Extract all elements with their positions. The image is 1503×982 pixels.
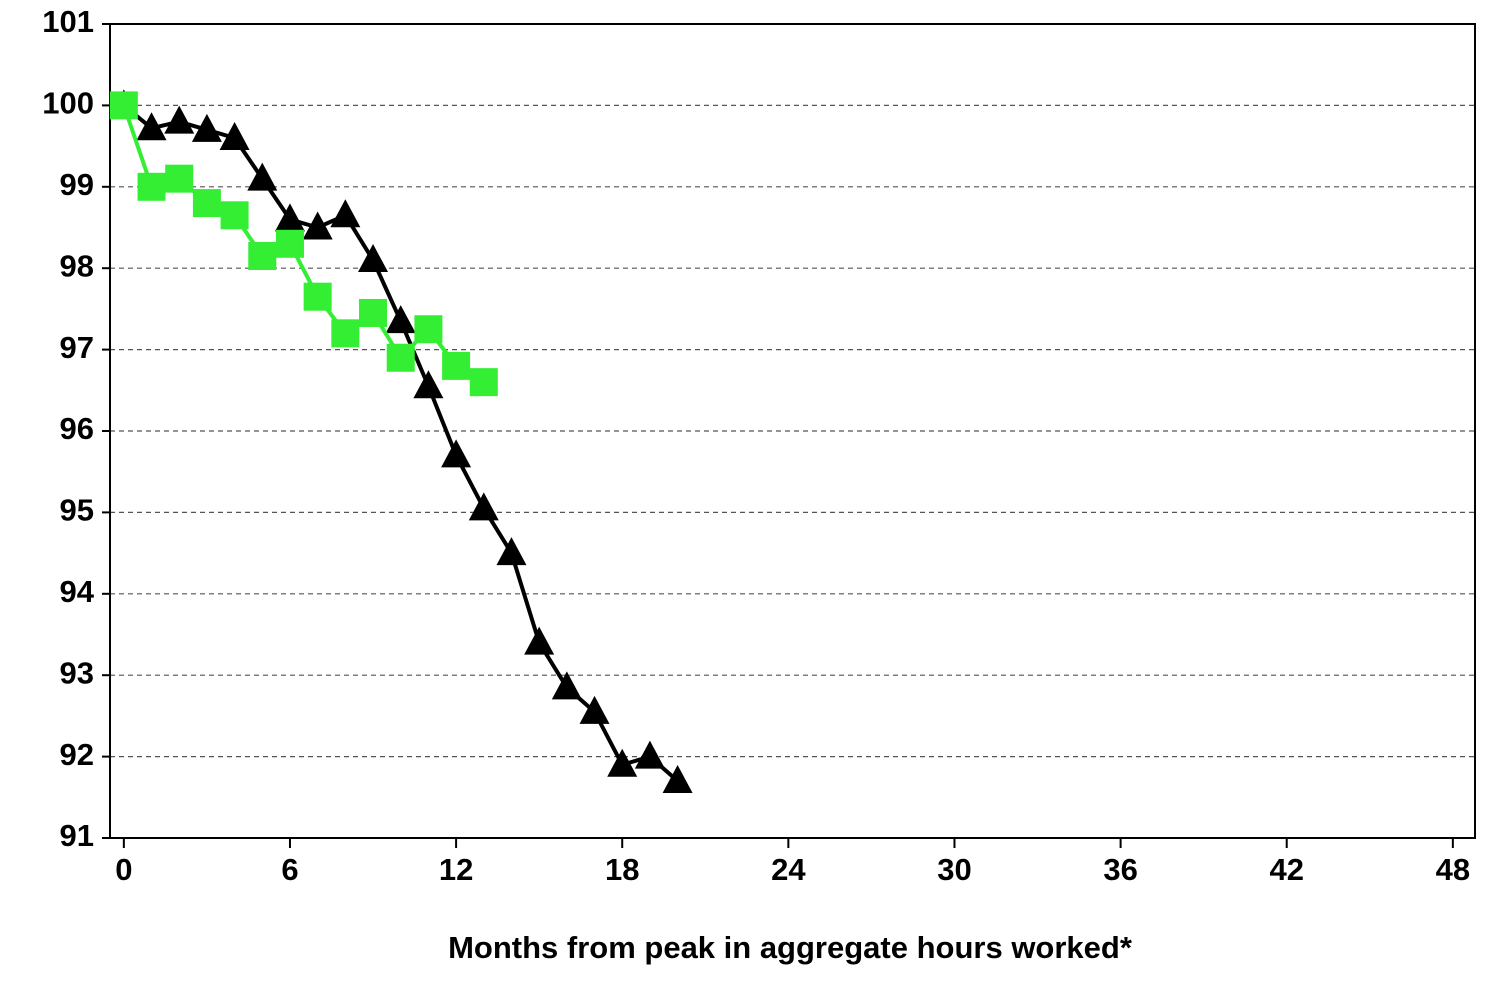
- marker: [524, 626, 555, 655]
- marker: [331, 319, 360, 348]
- plot-frame: [109, 23, 1476, 839]
- marker: [109, 91, 138, 120]
- y-tick-label: 100: [42, 86, 94, 121]
- x-tick-label: 48: [1436, 852, 1470, 887]
- marker: [469, 368, 498, 397]
- marker: [442, 351, 471, 380]
- marker: [192, 189, 221, 218]
- marker: [330, 199, 361, 228]
- marker: [414, 315, 443, 344]
- marker: [634, 740, 665, 769]
- marker: [136, 112, 167, 141]
- y-tick-label: 99: [60, 167, 94, 202]
- marker: [468, 492, 499, 521]
- x-axis-label: Months from peak in aggregate hours work…: [448, 930, 1133, 965]
- marker: [220, 201, 249, 230]
- x-tick-label: 12: [439, 852, 473, 887]
- y-tick-label: 94: [60, 574, 95, 609]
- marker: [496, 537, 527, 566]
- y-tick-label: 92: [60, 737, 94, 772]
- marker: [274, 203, 305, 232]
- marker: [137, 172, 166, 201]
- marker: [386, 343, 415, 372]
- marker: [551, 671, 582, 700]
- marker: [441, 439, 472, 468]
- marker: [248, 241, 277, 270]
- marker: [165, 164, 194, 193]
- y-tick-label: 91: [60, 818, 94, 853]
- marker: [385, 305, 416, 334]
- marker: [302, 211, 333, 240]
- x-tick-label: 18: [605, 852, 639, 887]
- x-tick-label: 24: [771, 852, 806, 887]
- y-tick-label: 93: [60, 655, 94, 690]
- x-tick-label: 42: [1269, 852, 1303, 887]
- x-tick-label: 36: [1103, 852, 1137, 887]
- marker: [413, 370, 444, 399]
- x-tick-label: 0: [115, 852, 132, 887]
- marker: [164, 105, 195, 134]
- marker: [579, 695, 610, 724]
- y-tick-label: 98: [60, 248, 94, 283]
- marker: [219, 121, 250, 150]
- marker: [191, 113, 222, 142]
- y-tick-label: 95: [60, 493, 94, 528]
- y-tick-label: 96: [60, 411, 94, 446]
- marker: [358, 244, 389, 273]
- marker: [359, 298, 388, 327]
- y-tick-label: 101: [42, 4, 94, 39]
- y-tick-label: 97: [60, 330, 94, 365]
- marker: [247, 162, 278, 191]
- marker: [275, 229, 304, 258]
- marker: [607, 748, 638, 777]
- x-tick-label: 6: [281, 852, 298, 887]
- marker: [303, 282, 332, 311]
- marker: [662, 765, 693, 794]
- x-tick-label: 30: [937, 852, 971, 887]
